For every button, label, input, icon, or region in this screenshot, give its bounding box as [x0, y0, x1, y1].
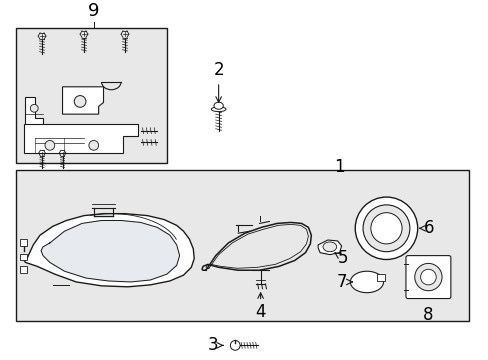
- Text: 5: 5: [337, 248, 347, 266]
- Circle shape: [362, 205, 409, 252]
- Bar: [376, 274, 384, 281]
- Polygon shape: [23, 124, 138, 153]
- Circle shape: [30, 104, 38, 112]
- Circle shape: [45, 140, 55, 150]
- Text: 2: 2: [213, 61, 224, 79]
- Ellipse shape: [214, 102, 223, 109]
- Text: 1: 1: [333, 158, 344, 176]
- Ellipse shape: [211, 107, 225, 112]
- Text: 3: 3: [207, 336, 218, 354]
- Text: 4: 4: [255, 303, 265, 321]
- FancyBboxPatch shape: [405, 256, 450, 298]
- Text: 9: 9: [88, 3, 99, 21]
- Bar: [16, 170, 468, 321]
- Circle shape: [230, 341, 240, 350]
- Text: 7: 7: [336, 273, 346, 291]
- Circle shape: [74, 96, 86, 107]
- Text: 8: 8: [422, 306, 433, 324]
- Circle shape: [420, 269, 435, 285]
- Circle shape: [414, 264, 441, 291]
- Circle shape: [354, 197, 417, 260]
- Circle shape: [89, 140, 99, 150]
- Circle shape: [370, 213, 401, 244]
- Ellipse shape: [349, 271, 383, 293]
- Polygon shape: [318, 240, 341, 255]
- Polygon shape: [23, 213, 194, 287]
- Bar: [20, 266, 27, 273]
- Bar: [16, 28, 166, 163]
- Polygon shape: [25, 96, 43, 126]
- Polygon shape: [62, 87, 103, 114]
- Bar: [20, 239, 27, 246]
- Polygon shape: [41, 220, 179, 282]
- Ellipse shape: [323, 242, 336, 252]
- Bar: [20, 254, 27, 261]
- Text: 6: 6: [423, 219, 433, 237]
